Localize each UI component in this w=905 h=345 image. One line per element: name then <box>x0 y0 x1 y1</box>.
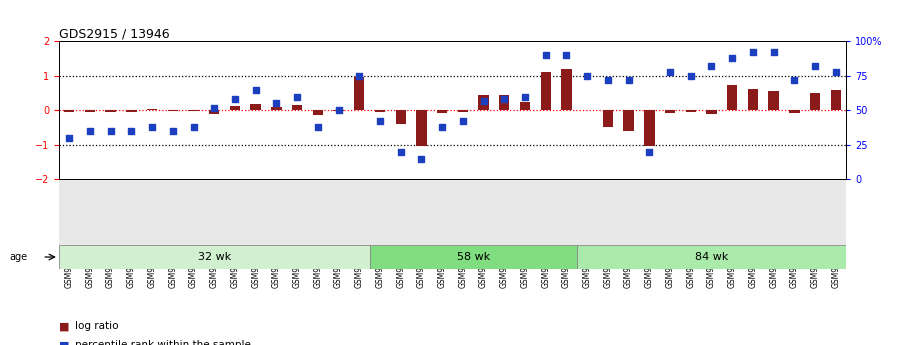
Point <box>829 69 843 75</box>
Point <box>538 52 553 58</box>
Point <box>414 156 429 161</box>
Bar <box>395 110 405 124</box>
Point <box>746 50 760 55</box>
Bar <box>354 77 365 110</box>
Bar <box>59 245 369 269</box>
Point <box>145 124 159 130</box>
Bar <box>333 110 344 111</box>
Point <box>248 87 263 92</box>
Point <box>767 50 781 55</box>
Point <box>622 77 636 83</box>
Bar <box>519 102 530 110</box>
Point <box>373 119 387 124</box>
Bar <box>540 72 551 110</box>
Bar <box>561 69 572 110</box>
Text: percentile rank within the sample: percentile rank within the sample <box>75 340 251 345</box>
Bar <box>810 93 820 110</box>
Point <box>186 124 201 130</box>
Point <box>331 108 346 113</box>
Point <box>704 63 719 69</box>
Point <box>269 101 283 106</box>
Bar <box>644 110 654 146</box>
Point <box>725 55 739 61</box>
Point <box>103 128 118 134</box>
Point <box>455 119 470 124</box>
Bar <box>416 110 426 146</box>
Bar <box>188 110 199 111</box>
Point <box>601 77 615 83</box>
Bar <box>106 110 116 112</box>
Point <box>476 98 491 104</box>
Point <box>580 73 595 79</box>
Point <box>643 149 657 155</box>
Point <box>310 124 325 130</box>
Text: 84 wk: 84 wk <box>695 252 729 262</box>
Point <box>787 77 802 83</box>
Bar <box>251 104 261 110</box>
Text: age: age <box>9 252 27 262</box>
Bar <box>603 110 613 127</box>
Bar <box>748 89 758 110</box>
Point <box>352 73 367 79</box>
Bar <box>789 110 799 113</box>
Point <box>166 128 180 134</box>
Text: log ratio: log ratio <box>75 321 119 331</box>
Bar <box>272 107 281 110</box>
Bar <box>209 110 219 114</box>
Bar <box>624 110 634 131</box>
Text: 58 wk: 58 wk <box>457 252 490 262</box>
Bar <box>437 110 447 113</box>
Bar <box>312 110 323 115</box>
Bar <box>147 109 157 110</box>
Bar <box>126 110 137 112</box>
Bar <box>665 110 675 113</box>
Point <box>497 97 511 102</box>
Bar <box>375 110 386 112</box>
Point <box>808 63 823 69</box>
Bar <box>706 110 717 114</box>
Text: ■: ■ <box>59 340 70 345</box>
Point <box>62 135 76 141</box>
Point <box>82 128 97 134</box>
Bar <box>167 110 178 111</box>
Bar <box>686 110 696 112</box>
Point <box>559 52 574 58</box>
Bar <box>292 105 302 110</box>
Point <box>207 105 222 110</box>
Point <box>518 94 532 99</box>
Bar <box>831 90 841 110</box>
Point <box>228 97 243 102</box>
Point <box>662 69 677 75</box>
Point <box>124 128 138 134</box>
Point <box>435 124 450 130</box>
Bar <box>230 106 240 110</box>
Bar <box>85 110 95 112</box>
Bar <box>576 245 846 269</box>
Bar <box>369 245 576 269</box>
Bar <box>479 95 489 110</box>
Point <box>394 149 408 155</box>
Point <box>290 94 304 99</box>
Text: ■: ■ <box>59 321 70 331</box>
Text: GDS2915 / 13946: GDS2915 / 13946 <box>59 27 169 40</box>
Point <box>683 73 698 79</box>
Bar <box>64 110 74 112</box>
Text: 32 wk: 32 wk <box>197 252 231 262</box>
Bar <box>727 85 738 110</box>
Bar <box>768 91 779 110</box>
Bar <box>458 110 468 112</box>
Bar <box>500 95 510 110</box>
